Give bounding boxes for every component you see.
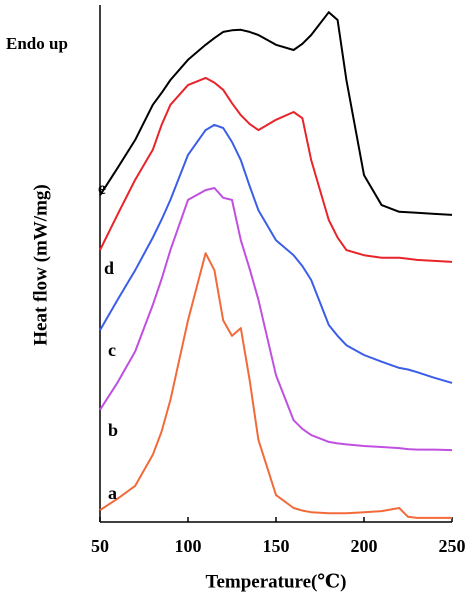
x-tick-label: 150 bbox=[263, 536, 290, 556]
x-tick-label: 200 bbox=[351, 536, 378, 556]
series-line bbox=[99, 252, 452, 519]
annotation: Endo up bbox=[6, 34, 68, 53]
legend-label: c bbox=[108, 340, 116, 360]
legend-label: e bbox=[98, 178, 106, 198]
series-line bbox=[99, 76, 453, 263]
series-line bbox=[99, 123, 453, 384]
legend-label: a bbox=[108, 483, 117, 503]
legend-label: d bbox=[104, 258, 114, 278]
x-tick-label: 100 bbox=[175, 536, 202, 556]
series-line bbox=[99, 11, 453, 216]
x-axis-title: Temperature(℃) bbox=[206, 571, 347, 592]
series-line bbox=[99, 187, 453, 452]
legend-label: b bbox=[108, 420, 118, 440]
x-tick-label: 50 bbox=[91, 536, 109, 556]
x-tick-label: 250 bbox=[439, 536, 466, 556]
y-axis-title: Heat flow (mW/mg) bbox=[30, 184, 51, 345]
